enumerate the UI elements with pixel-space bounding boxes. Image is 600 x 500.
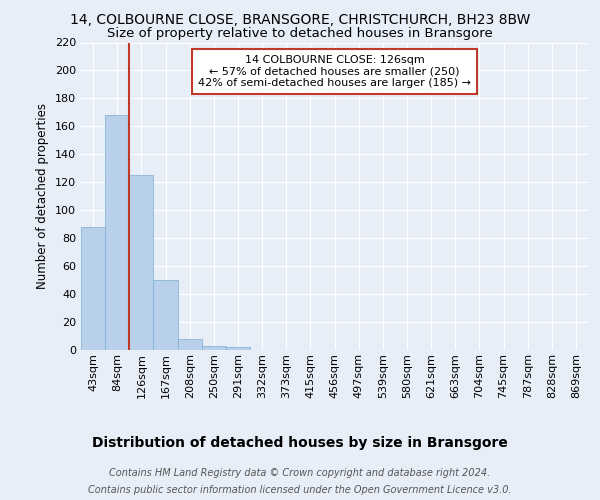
Bar (202, 346, 226, 350)
Text: Contains HM Land Registry data © Crown copyright and database right 2024.: Contains HM Land Registry data © Crown c… (109, 468, 491, 477)
Bar (154, 280, 178, 350)
Bar (105, 115, 129, 350)
Text: 14, COLBOURNE CLOSE, BRANSGORE, CHRISTCHURCH, BH23 8BW: 14, COLBOURNE CLOSE, BRANSGORE, CHRISTCH… (70, 12, 530, 26)
Bar (226, 347, 250, 350)
Text: 14 COLBOURNE CLOSE: 126sqm
← 57% of detached houses are smaller (250)
42% of sem: 14 COLBOURNE CLOSE: 126sqm ← 57% of deta… (198, 55, 471, 88)
Text: Contains public sector information licensed under the Open Government Licence v3: Contains public sector information licen… (88, 485, 512, 495)
Y-axis label: Number of detached properties: Number of detached properties (37, 104, 49, 289)
Text: Distribution of detached houses by size in Bransgore: Distribution of detached houses by size … (92, 436, 508, 450)
Bar (81, 227, 105, 350)
Text: Size of property relative to detached houses in Bransgore: Size of property relative to detached ho… (107, 28, 493, 40)
Bar (129, 176, 154, 350)
Bar (178, 339, 202, 350)
